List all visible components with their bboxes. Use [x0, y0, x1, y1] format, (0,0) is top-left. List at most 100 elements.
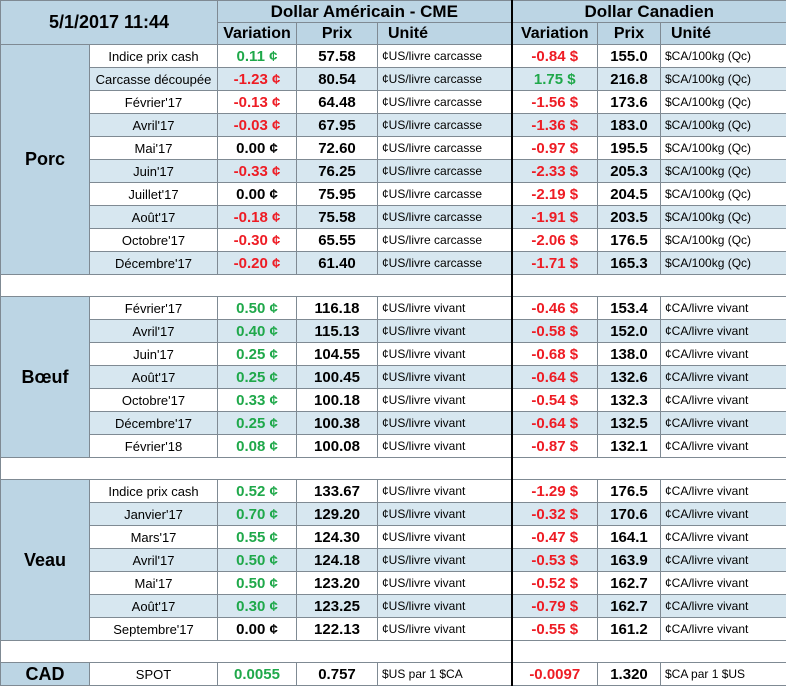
cad-variation: -0.54 $: [510, 388, 598, 412]
cad-spot-row: CAD SPOT 0.0055 0.757 $US par 1 $CA -0.0097 1.…: [0, 662, 786, 686]
table-row: Avril'17 -0.03 ¢ 67.95 ¢US/livre carcasse -1…: [1, 113, 786, 137]
cad-variation: 1.75 $: [510, 67, 598, 91]
cad-variation: -2.19 $: [510, 182, 598, 206]
cad-variation: -0.97 $: [510, 136, 598, 160]
cad-price: 132.5: [597, 411, 661, 435]
usd-unit: ¢US/livre vivant: [377, 296, 512, 320]
cad-variation: -2.06 $: [510, 228, 598, 252]
usd-variation: -0.13 ¢: [217, 90, 297, 114]
item-name: Octobre'17: [89, 388, 218, 412]
usd-unit: ¢US/livre carcasse: [377, 182, 512, 206]
cad-variation: -0.55 $: [510, 617, 598, 641]
usd-unit: ¢US/livre vivant: [377, 548, 512, 572]
usd-unit: ¢US/livre vivant: [377, 434, 512, 458]
spacer-cell: [510, 640, 786, 663]
group-label: Veau: [0, 479, 90, 641]
item-name: Janvier'17: [89, 502, 218, 526]
usd-variation: 0.08 ¢: [217, 434, 297, 458]
item-name: Décembre'17: [89, 251, 218, 275]
usd-price: 115.13: [296, 319, 378, 343]
usd-unit: ¢US/livre carcasse: [377, 44, 512, 68]
item-name: Août'17: [89, 205, 218, 229]
cad-price: 170.6: [597, 502, 661, 526]
table-row: Février'18 0.08 ¢ 100.08 ¢US/livre vivant -0…: [1, 434, 786, 458]
usd-variation: -0.03 ¢: [217, 113, 297, 137]
usd-variation: 0.11 ¢: [217, 44, 297, 68]
usd-variation: 0.25 ¢: [217, 411, 297, 435]
cad-price: 155.0: [597, 44, 661, 68]
cad-price: 153.4: [597, 296, 661, 320]
cad-price: 162.7: [597, 594, 661, 618]
cad-variation: -0.64 $: [510, 411, 598, 435]
usd-price: 57.58: [296, 44, 378, 68]
usd-variation: 0.70 ¢: [217, 502, 297, 526]
usd-price: 100.38: [296, 411, 378, 435]
cad-price: 161.2: [597, 617, 661, 641]
usd-variation-header: Variation: [217, 22, 297, 45]
group-label: Bœuf: [0, 296, 90, 458]
spacer-row: [0, 457, 786, 480]
group-label: CAD: [0, 662, 90, 686]
cad-price: 195.5: [597, 136, 661, 160]
cad-unit: $CA/100kg (Qc): [660, 251, 786, 275]
table-row: Mai'17 0.50 ¢ 123.20 ¢US/livre vivant -0.52 …: [1, 571, 786, 595]
spacer-row: [0, 274, 786, 297]
item-name: Mars'17: [89, 525, 218, 549]
cad-variation: -0.0097: [510, 662, 598, 686]
usd-price: 100.18: [296, 388, 378, 412]
usd-prix-header: Prix: [296, 22, 378, 45]
usd-unit: ¢US/livre vivant: [377, 571, 512, 595]
item-name: Juin'17: [89, 342, 218, 366]
cad-unit: ¢CA/livre vivant: [660, 548, 786, 572]
cad-variation: -0.79 $: [510, 594, 598, 618]
cad-variation: -0.68 $: [510, 342, 598, 366]
cad-unit: ¢CA/livre vivant: [660, 502, 786, 526]
usd-unit: $US par 1 $CA: [377, 662, 512, 686]
item-name: Février'18: [89, 434, 218, 458]
cad-variation: -1.91 $: [510, 205, 598, 229]
table-row: Août'17 0.25 ¢ 100.45 ¢US/livre vivant -0.64…: [1, 365, 786, 389]
usd-price: 133.67: [296, 479, 378, 503]
usd-price: 76.25: [296, 159, 378, 183]
table-row: Avril'17 0.40 ¢ 115.13 ¢US/livre vivant -0.5…: [1, 319, 786, 343]
usd-unit: ¢US/livre vivant: [377, 388, 512, 412]
table-row: Décembre'17 0.25 ¢ 100.38 ¢US/livre vivant -…: [1, 411, 786, 435]
usd-unit: ¢US/livre carcasse: [377, 136, 512, 160]
usd-price: 0.757: [296, 662, 378, 686]
cad-variation: -0.58 $: [510, 319, 598, 343]
item-name: Février'17: [89, 296, 218, 320]
cad-price: 132.3: [597, 388, 661, 412]
item-name: Avril'17: [89, 113, 218, 137]
item-name: Août'17: [89, 594, 218, 618]
usd-unit: ¢US/livre vivant: [377, 365, 512, 389]
item-name: Indice prix cash: [89, 479, 218, 503]
usd-section-title: Dollar Américain - CME: [217, 0, 512, 23]
cad-unit: ¢CA/livre vivant: [660, 617, 786, 641]
table-row: Juin'17 -0.33 ¢ 76.25 ¢US/livre carcasse -2.…: [1, 159, 786, 183]
usd-price: 64.48: [296, 90, 378, 114]
usd-unit: ¢US/livre vivant: [377, 411, 512, 435]
cad-unit: ¢CA/livre vivant: [660, 365, 786, 389]
usd-variation: -1.23 ¢: [217, 67, 297, 91]
item-name: Septembre'17: [89, 617, 218, 641]
cad-unit: $CA/100kg (Qc): [660, 182, 786, 206]
cad-unit: ¢CA/livre vivant: [660, 479, 786, 503]
cad-variation: -0.52 $: [510, 571, 598, 595]
usd-price: 75.95: [296, 182, 378, 206]
cad-variation: -1.29 $: [510, 479, 598, 503]
spacer-cell: [510, 457, 786, 480]
cad-price: 216.8: [597, 67, 661, 91]
usd-price: 123.25: [296, 594, 378, 618]
cad-price: 183.0: [597, 113, 661, 137]
cad-section-title: Dollar Canadien: [510, 0, 786, 23]
cad-unit: $CA/100kg (Qc): [660, 136, 786, 160]
cad-variation: -0.84 $: [510, 44, 598, 68]
table-row: Juillet'17 0.00 ¢ 75.95 ¢US/livre carcasse -…: [1, 182, 786, 206]
usd-unit: ¢US/livre carcasse: [377, 228, 512, 252]
table-row: Octobre'17 0.33 ¢ 100.18 ¢US/livre vivant -0…: [1, 388, 786, 412]
usd-price: 123.20: [296, 571, 378, 595]
usd-price: 100.08: [296, 434, 378, 458]
cad-variation: -0.46 $: [510, 296, 598, 320]
cad-unit: ¢CA/livre vivant: [660, 434, 786, 458]
usd-variation: 0.00 ¢: [217, 617, 297, 641]
